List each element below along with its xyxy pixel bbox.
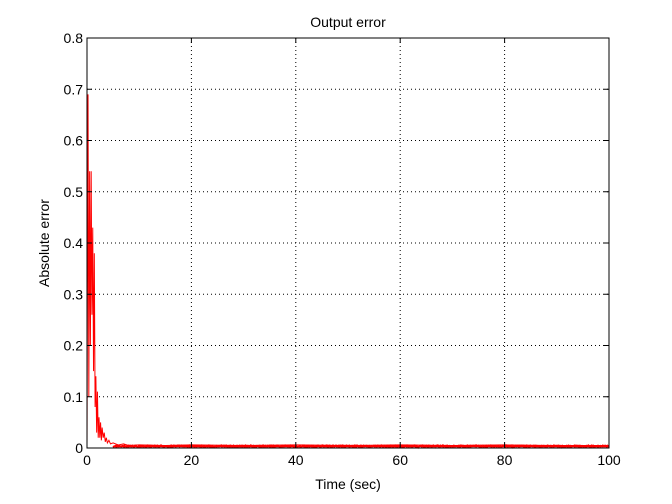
x-tick-label: 0	[83, 452, 91, 468]
series-layer	[86, 94, 610, 450]
x-tick-label: 40	[288, 452, 304, 468]
x-tick-label: 100	[597, 452, 621, 468]
ticks: 0 20 40 60 80 100 0 0.1 0.2 0.3 0.4 0.5 0.6 0.7 0.8	[64, 30, 621, 468]
y-tick-label: 0.5	[64, 184, 84, 200]
y-tick-label: 0.3	[64, 286, 84, 302]
error-noise-band	[112, 443, 610, 450]
grid	[87, 38, 609, 448]
x-axis-label: Time (sec)	[315, 476, 381, 492]
x-tick-label: 80	[497, 452, 513, 468]
y-tick-label: 0.2	[64, 338, 84, 354]
y-axis-label: Absolute error	[36, 199, 52, 287]
x-tick-label: 60	[392, 452, 408, 468]
y-tick-label: 0.4	[64, 235, 84, 251]
y-tick-label: 0.6	[64, 133, 84, 149]
chart-title: Output error	[310, 14, 386, 30]
y-tick-label: 0	[75, 440, 83, 456]
y-tick-label: 0.8	[64, 30, 84, 46]
y-tick-label: 0.7	[64, 81, 84, 97]
x-tick-label: 20	[184, 452, 200, 468]
y-tick-label: 0.1	[64, 389, 84, 405]
